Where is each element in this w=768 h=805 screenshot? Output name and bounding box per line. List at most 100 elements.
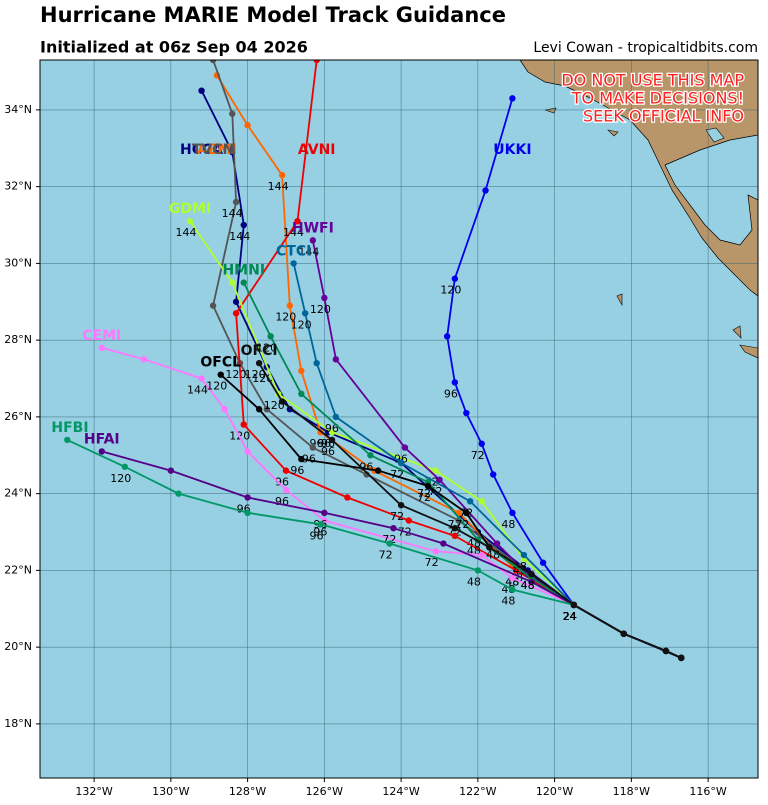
track-point (198, 87, 205, 94)
track-point (282, 467, 290, 474)
y-tick-label: 22°N (4, 563, 32, 576)
track-point (244, 122, 251, 129)
x-tick-label: 118°W (613, 785, 650, 798)
hour-label: 96 (275, 476, 289, 489)
track-point (282, 486, 290, 494)
hour-label: 96 (313, 526, 327, 539)
model-label: HFBI (51, 420, 88, 436)
track-point (424, 482, 432, 490)
track-point (286, 302, 294, 309)
track-point (520, 551, 528, 559)
grid (40, 60, 758, 778)
hour-label: 144 (187, 384, 208, 397)
model-label: CTCI (276, 243, 311, 259)
hour-label: 24 (563, 610, 577, 623)
hour-label: 72 (455, 518, 469, 531)
track-point (405, 517, 412, 524)
track-point (478, 551, 485, 559)
hour-label: 72 (390, 510, 404, 523)
track-point (528, 571, 535, 578)
hour-label: 24 (563, 610, 577, 623)
track-point (175, 490, 182, 497)
track-point (64, 436, 71, 444)
hour-label: 96 (325, 422, 339, 435)
hour-label: 24 (563, 610, 577, 623)
hour-label: 96 (394, 453, 408, 466)
track-point (121, 463, 129, 470)
track-point (451, 379, 459, 386)
hour-label: 72 (379, 549, 393, 562)
hour-label: 96 (310, 529, 324, 542)
track-point (98, 448, 105, 455)
model-label: HFAI (84, 431, 120, 447)
warning-line: DO NOT USE THIS MAP (561, 71, 744, 90)
hour-label: 96 (444, 387, 458, 400)
track-point (294, 217, 301, 225)
track-point (493, 540, 501, 547)
track-point (432, 548, 439, 555)
hour-label: 72 (471, 449, 485, 462)
hour-label: 120 (256, 341, 277, 354)
hour-label: 144 (268, 180, 289, 193)
track-point (313, 60, 320, 64)
hour-label: 72 (417, 491, 431, 504)
hour-label: 24 (563, 610, 577, 623)
track-point (98, 344, 105, 352)
x-tick-label: 130°W (152, 785, 189, 798)
track-point (298, 390, 305, 398)
credit: Levi Cowan - tropicaltidbits.com (533, 40, 758, 56)
tracks: 24487296120UKKI24487296120144HCCA2448729… (51, 60, 685, 662)
track-point (463, 409, 470, 417)
track-point (539, 559, 547, 566)
hour-label: 120 (275, 311, 296, 324)
hour-label: 48 (467, 575, 481, 588)
track-point (451, 275, 459, 282)
hour-label: 72 (417, 487, 431, 500)
track-point (620, 630, 627, 637)
hour-label: 24 (563, 610, 577, 623)
track-point (490, 471, 497, 478)
track-point (440, 540, 447, 547)
track-point (386, 540, 393, 547)
hour-label: 24 (563, 610, 577, 623)
track-point (332, 356, 340, 363)
hour-label: 120 (245, 368, 266, 381)
y-tick-label: 30°N (4, 256, 32, 269)
track-point (436, 476, 443, 484)
track-point (278, 398, 286, 405)
track-point (432, 467, 439, 474)
track-point (397, 501, 405, 509)
title: Hurricane MARIE Model Track Guidance (40, 3, 506, 27)
track-point (486, 544, 493, 551)
track-point (244, 509, 251, 517)
track-point (255, 406, 263, 413)
track-point (298, 455, 305, 463)
model-label: CEMI (82, 328, 121, 344)
x-tick-label: 128°W (229, 785, 266, 798)
track-point (313, 359, 320, 367)
hour-label: 48 (501, 595, 515, 608)
track-point (298, 367, 305, 375)
track-point (209, 60, 217, 64)
land (519, 60, 758, 359)
y-tick-label: 32°N (4, 180, 32, 193)
hour-label: 48 (501, 518, 515, 531)
track-point (232, 310, 240, 317)
track-point (390, 524, 397, 532)
track-point (332, 413, 340, 421)
hour-label: 96 (290, 464, 304, 477)
track-point (301, 310, 309, 317)
hour-label: 144 (176, 226, 197, 239)
track-point (232, 298, 240, 305)
track-point (374, 467, 382, 474)
track-point (463, 509, 470, 517)
track-point (328, 429, 336, 436)
hour-label: 144 (283, 226, 304, 239)
track-point (317, 521, 324, 528)
track-point (478, 498, 485, 505)
y-tick-label: 28°N (4, 333, 32, 346)
hour-label: 96 (302, 453, 316, 466)
hour-label: 48 (521, 579, 535, 592)
